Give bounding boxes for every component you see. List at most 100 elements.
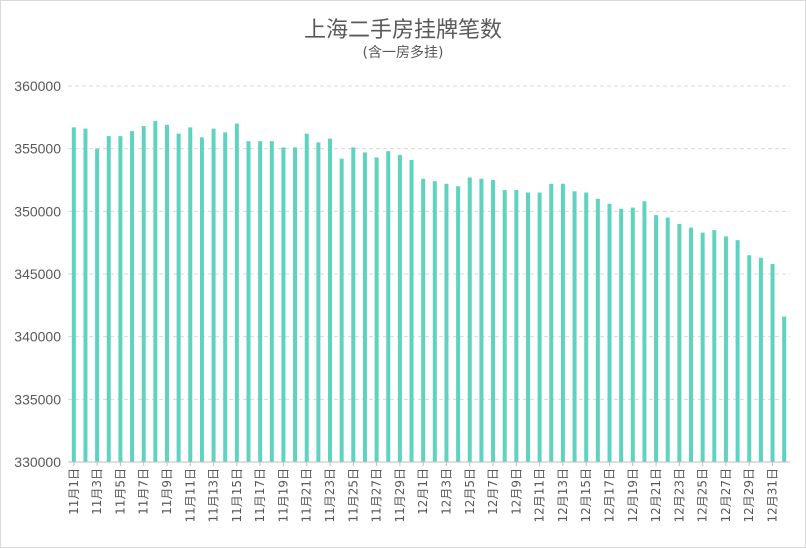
bar: [665, 217, 670, 462]
bar: [153, 121, 158, 463]
bar: [572, 191, 577, 462]
bar: [421, 178, 426, 462]
bar: [362, 152, 367, 462]
bar: [584, 192, 589, 463]
bar: [782, 316, 787, 462]
bar: [374, 157, 379, 462]
bar: [689, 227, 694, 462]
bar: [491, 180, 496, 462]
bar: [281, 147, 286, 462]
x-axis: 11月1日 11月3日 11月5日 11月7日 11月9日 11月11日 11月13日 11月…: [67, 461, 790, 523]
x-tick-label: 11月15日: [230, 468, 244, 523]
x-tick-label: 12月31日: [766, 468, 780, 523]
bar: [269, 141, 274, 462]
bar: [409, 159, 414, 463]
y-tick-label: 335000: [14, 391, 61, 407]
bar: [595, 198, 600, 463]
x-tick-label: 11月11日: [183, 468, 197, 523]
bar: [83, 128, 88, 462]
bar: [712, 230, 717, 462]
bar: [549, 183, 554, 462]
gridlines: [68, 85, 790, 400]
bar: [118, 136, 123, 462]
bar: [397, 154, 402, 462]
y-tick-label: 345000: [14, 266, 61, 282]
bar: [723, 236, 728, 462]
bar: [176, 133, 181, 463]
bar: [619, 208, 624, 462]
x-tick-label: 11月3日: [90, 468, 104, 515]
x-tick-label: 12月1日: [416, 468, 430, 515]
bar: [630, 207, 635, 462]
chart-subtitle: (含一房多挂): [362, 45, 444, 61]
x-tick-label: 11月19日: [276, 468, 290, 523]
y-axis: 330000 335000 340000 345000 350000 355000 3600…: [14, 78, 61, 470]
bar: [293, 147, 298, 462]
x-tick-label: 12月23日: [672, 468, 686, 523]
bar: [164, 124, 169, 462]
x-tick-label: 12月17日: [603, 468, 617, 523]
x-tick-label: 12月7日: [486, 468, 500, 515]
bar: [654, 215, 659, 462]
bar: [502, 190, 507, 462]
bar: [351, 147, 356, 462]
bar: [95, 148, 100, 462]
x-tick-label: 12月15日: [579, 468, 593, 523]
bar: [199, 137, 204, 463]
x-tick-label: 12月5日: [463, 468, 477, 515]
bar: [258, 141, 263, 462]
x-tick-label: 11月9日: [160, 468, 174, 515]
bar: [735, 240, 740, 462]
bar: [467, 177, 472, 462]
bar: [642, 201, 647, 462]
y-tick-label: 350000: [14, 203, 61, 219]
bar: [339, 158, 344, 462]
x-tick-label: 11月13日: [207, 468, 221, 523]
x-tick-label: 12月21日: [649, 468, 663, 523]
bar: [607, 203, 612, 462]
bar: [432, 181, 437, 462]
bar: [130, 131, 135, 462]
bar: [71, 127, 76, 463]
bar: [234, 123, 239, 462]
bar-series: [71, 121, 787, 463]
bar: [537, 192, 542, 463]
y-tick-label: 360000: [14, 78, 61, 94]
x-tick-label: 12月9日: [509, 468, 523, 515]
x-tick-label: 11月29日: [393, 468, 407, 523]
x-tick-label: 11月27日: [370, 468, 384, 523]
bar: [770, 263, 775, 462]
x-tick-label: 12月13日: [556, 468, 570, 523]
bar: [677, 223, 682, 462]
bar: [444, 183, 449, 462]
bar: [560, 183, 565, 462]
bar: [141, 126, 146, 463]
bar: [211, 128, 216, 462]
x-tick-label: 12月29日: [742, 468, 756, 523]
bar: [758, 257, 763, 462]
bar: [328, 138, 333, 462]
bar: [700, 232, 705, 462]
bar: [479, 178, 484, 462]
y-tick-label: 330000: [14, 454, 61, 470]
x-tick-label: 12月25日: [696, 468, 710, 523]
x-tick-label: 12月19日: [626, 468, 640, 523]
x-tick-label: 11月21日: [300, 468, 314, 523]
x-tick-label: 11月1日: [67, 468, 81, 515]
bar: [188, 127, 193, 463]
bar: [456, 186, 461, 462]
bar: [514, 190, 519, 462]
chart-title: 上海二手房挂牌笔数: [303, 18, 502, 43]
x-tick-label: 11月17日: [253, 468, 267, 523]
x-tick-label: 11月25日: [346, 468, 360, 523]
bar: [223, 132, 228, 462]
y-tick-label: 340000: [14, 329, 61, 345]
bar: [106, 136, 111, 462]
bar: [386, 151, 391, 462]
bar: [525, 192, 530, 463]
bar: [747, 255, 752, 462]
x-tick-label: 12月3日: [439, 468, 453, 515]
bar: [316, 142, 321, 462]
x-tick-label: 11月23日: [323, 468, 337, 523]
